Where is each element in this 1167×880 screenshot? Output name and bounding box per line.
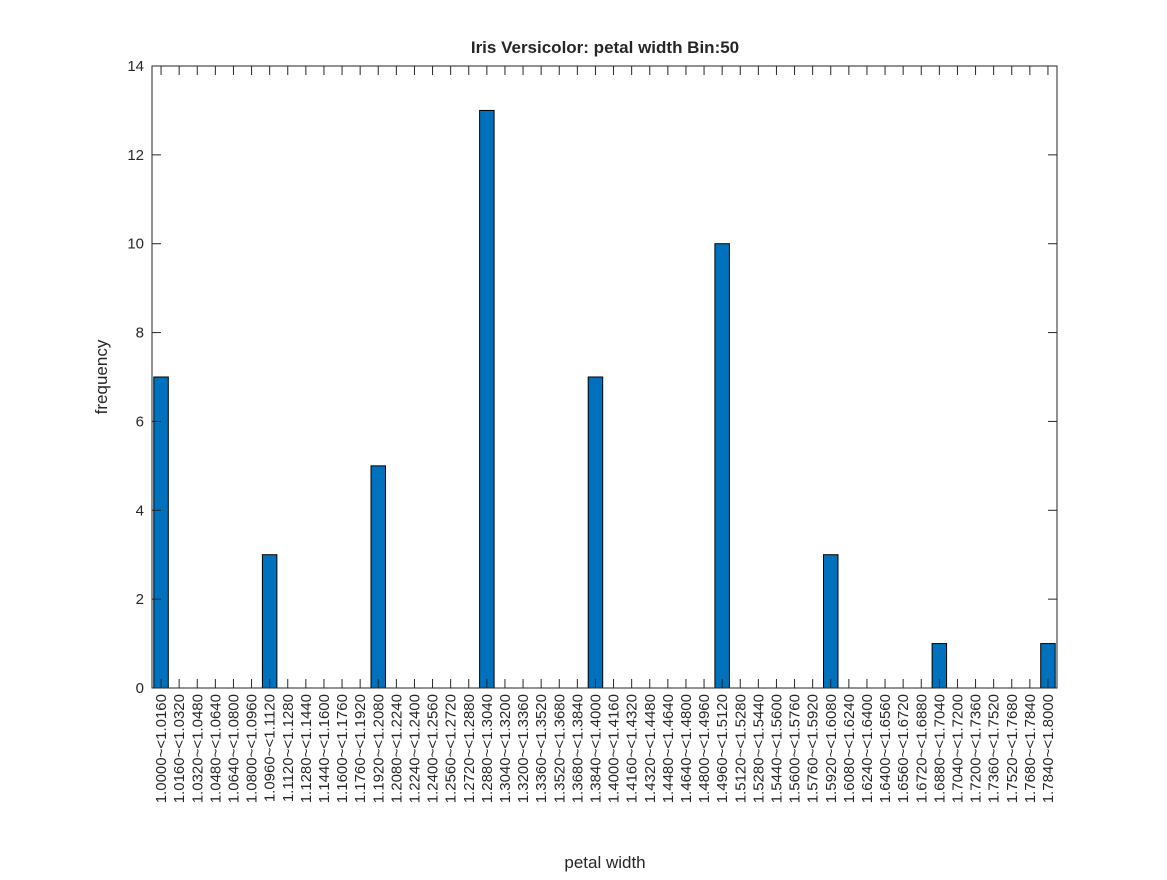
x-tick-label: 1.3520~<1.3680 <box>551 694 568 803</box>
y-tick-label: 10 <box>127 236 144 253</box>
x-tick-label: 1.3840~<1.4000 <box>587 694 604 803</box>
y-tick-label: 0 <box>136 680 144 697</box>
bar-37 <box>823 554 839 689</box>
bar-18 <box>479 109 495 689</box>
x-tick-label: 1.7040~<1.7200 <box>949 694 966 803</box>
x-tick-label: 1.7840~<1.8000 <box>1040 694 1057 803</box>
x-tick-label: 1.6080~<1.6240 <box>841 694 858 803</box>
x-tick-label: 1.7200~<1.7360 <box>968 694 985 803</box>
x-tick-label: 1.4000~<1.4160 <box>606 694 623 803</box>
bar-6 <box>261 554 278 689</box>
x-tick-label: 1.5600~<1.5760 <box>787 694 804 803</box>
x-tick-label: 1.2720~<1.2880 <box>461 694 478 803</box>
x-tick-label: 1.2400~<1.2560 <box>425 694 442 803</box>
y-axis-label: frequency <box>92 339 111 414</box>
chart-title: Iris Versicolor: petal width Bin:50 <box>471 38 739 57</box>
x-tick-label: 1.1280~<1.1440 <box>298 694 315 803</box>
x-tick-label: 1.3040~<1.3200 <box>497 694 514 803</box>
x-tick-label: 1.1440~<1.1600 <box>316 694 333 803</box>
y-tick-label: 2 <box>136 591 144 608</box>
x-tick-label: 1.0000~<1.0160 <box>153 694 170 803</box>
y-tick-label: 8 <box>136 325 144 342</box>
x-tick-label: 1.4960~<1.5120 <box>714 694 731 803</box>
x-tick-label: 1.7360~<1.7520 <box>986 694 1003 803</box>
x-tick-label: 1.7680~<1.7840 <box>1022 694 1039 803</box>
x-tick-label: 1.1920~<1.2080 <box>370 694 387 803</box>
x-tick-label: 1.6880~<1.7040 <box>931 694 948 803</box>
bar-31 <box>714 243 730 689</box>
x-tick-label: 1.0320~<1.0480 <box>189 694 206 803</box>
x-tick-label: 1.2560~<1.2720 <box>443 694 460 803</box>
x-axis-label: petal width <box>564 853 645 872</box>
y-tick-label: 12 <box>127 147 144 164</box>
x-tick-label: 1.6560~<1.6720 <box>895 694 912 803</box>
x-tick-label: 1.2240~<1.2400 <box>406 694 423 803</box>
y-tick-label: 6 <box>136 413 144 430</box>
x-tick-label: 1.5280~<1.5440 <box>750 694 767 803</box>
x-tick-label: 1.5920~<1.6080 <box>823 694 840 803</box>
x-tick-label: 1.0480~<1.0640 <box>207 694 224 803</box>
x-tick-label: 1.0640~<1.0800 <box>225 694 242 803</box>
x-tick-label: 1.0160~<1.0320 <box>171 694 188 803</box>
x-tick-label: 1.4480~<1.4640 <box>660 694 677 803</box>
x-tick-label: 1.4800~<1.4960 <box>696 694 713 803</box>
x-tick-label: 1.4320~<1.4480 <box>642 694 659 803</box>
x-tick-label: 1.1120~<1.1280 <box>280 694 297 802</box>
x-tick-label: 1.2880~<1.3040 <box>479 694 496 803</box>
bar-24 <box>587 376 604 689</box>
x-tick-label: 1.0960~<1.1120 <box>262 694 279 802</box>
y-tick-label: 14 <box>127 58 144 75</box>
bar-12 <box>370 465 386 689</box>
x-tick-label: 1.4160~<1.4320 <box>624 694 641 803</box>
x-tick-label: 1.4640~<1.4800 <box>678 694 695 803</box>
x-tick-label: 1.6400~<1.6560 <box>877 694 894 803</box>
x-tick-label: 1.5440~<1.5600 <box>768 694 785 803</box>
axes-box <box>151 65 1058 689</box>
x-tick-label: 1.5760~<1.5920 <box>805 694 822 803</box>
x-tick-label: 1.6240~<1.6400 <box>859 694 876 803</box>
x-tick-label: 1.1760~<1.1920 <box>352 694 369 803</box>
x-tick-label: 1.2080~<1.2240 <box>388 694 405 803</box>
x-tick-label: 1.5120~<1.5280 <box>732 694 749 803</box>
x-tick-label: 1.0800~<1.0960 <box>244 694 261 803</box>
x-tick-label: 1.7520~<1.7680 <box>1004 694 1021 803</box>
x-tick-label: 1.1600~<1.1760 <box>334 694 351 803</box>
x-tick-label: 1.3200~<1.3360 <box>515 694 532 803</box>
bar-0 <box>153 376 169 689</box>
x-tick-label: 1.3360~<1.3520 <box>533 694 550 803</box>
x-tick-label: 1.6720~<1.6880 <box>913 694 930 803</box>
y-tick-label: 4 <box>136 502 144 519</box>
x-tick-label: 1.3680~<1.3840 <box>569 694 586 803</box>
